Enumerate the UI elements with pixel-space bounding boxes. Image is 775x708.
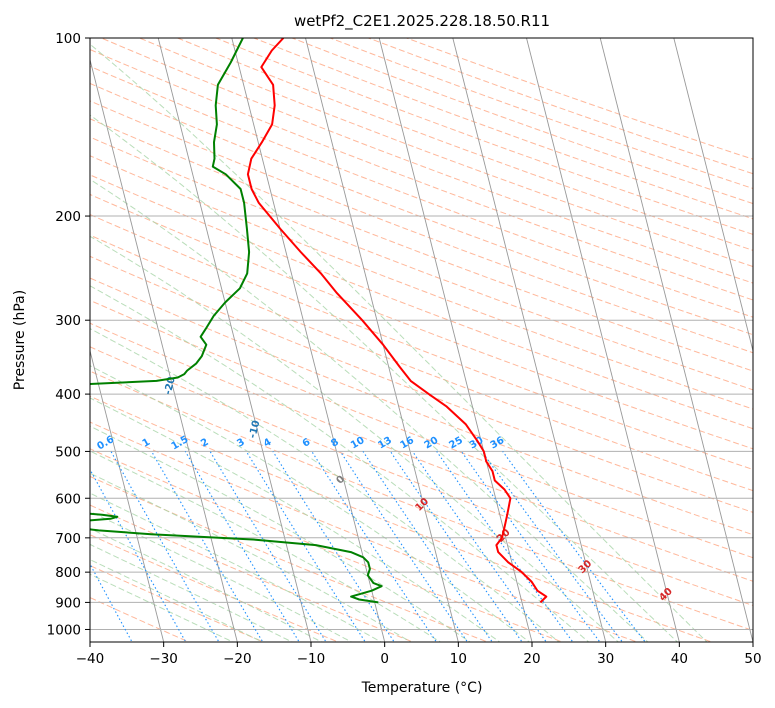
isotherm-line [90,57,238,642]
isotherm-line [90,349,165,642]
x-tick-label: 20 [523,651,540,667]
y-tick-label: 300 [55,313,81,329]
x-tick-label: 40 [671,651,688,667]
dry-adiabat-line [90,475,490,642]
moist-adiabat-line [90,365,531,642]
x-tick-label: 0 [380,651,389,667]
dry-adiabat-line [90,155,753,410]
y-tick-label: 100 [55,31,81,47]
mixing-ratio-label: 8 [329,437,341,450]
mixing-ratio-lines [90,451,646,642]
dry-adiabat-line [90,255,753,513]
isotherm-line [526,38,680,642]
mixing-ratio-line [311,451,438,642]
x-tick-label: −30 [149,651,178,667]
isotherm-label: -20 [163,376,178,396]
plot-frame [89,37,754,643]
dry-adiabat-line [90,65,753,318]
isotherm-line [673,38,753,353]
mixing-ratio-line [184,451,300,642]
moist-adiabat-line [90,114,679,642]
y-tick-label: 200 [55,209,81,225]
x-tick-label: 10 [450,651,467,667]
mixing-ratio-label: 6 [301,437,313,450]
dry-adiabat-line [90,214,753,471]
mixing-ratio-label: 3 [235,437,247,450]
isotherm-line [452,38,607,642]
y-tick-label: 1000 [47,622,81,638]
isotherm-line [231,38,386,642]
moist-adiabat-line [90,450,442,642]
mixing-ratio-line [245,451,366,642]
dry-adiabat-line [90,346,753,607]
chart-title: wetPf2_C2E1.2025.228.18.50.R11 [294,12,550,31]
dewpoint-profile-line [90,38,383,604]
mixing-ratio-label: 4 [262,437,274,450]
y-tick-label: 700 [55,531,81,547]
profile-series [90,38,548,604]
y-tick-label: 900 [55,595,81,611]
moist-adiabat-line [90,178,649,642]
isotherm-line [599,38,753,642]
x-axis-ticks: −40 −30 −20 −10 0 10 20 30 40 50 [76,642,762,667]
dry-adiabat-line [90,234,753,492]
isotherm-label: -10 [247,419,262,439]
mixing-ratio-line [272,451,395,642]
skewed-isotherms [90,38,753,642]
mixing-ratio-line [362,451,493,642]
mixing-ratio-label: 2 [199,437,211,450]
plot-area: -100-90-80-70-60-50-40-30-20-100.10.20.4… [90,38,753,642]
temperature-profile-line [246,38,548,604]
mixing-ratio-line [436,451,574,642]
dry-adiabat-line [90,174,753,430]
isotherm-line [378,38,533,642]
x-tick-label: 50 [744,651,761,667]
y-axis-ticks: 100 200 300 400 500 600 700 800 900 1000 [47,31,90,638]
mixing-ratio-line [389,451,523,642]
x-tick-label: −40 [76,651,105,667]
isotherm-line [157,38,312,642]
mixing-ratio-line [412,451,547,642]
mixing-ratio-line [209,451,327,642]
isotherm-line [305,38,459,642]
y-axis-label: Pressure (hPa) [12,290,28,390]
y-tick-label: 500 [55,444,81,460]
y-tick-label: 400 [55,387,81,403]
mixing-ratio-line [339,451,469,642]
x-tick-label: −10 [297,651,326,667]
dry-adiabat-line [90,277,753,536]
dry-adiabat-line [90,49,753,301]
x-tick-label: −20 [223,651,252,667]
mixing-ratio-line [460,451,601,642]
y-tick-label: 800 [55,565,81,581]
mixing-ratio-line [151,451,264,642]
dry-adiabat-line [90,118,753,372]
dry-adiabat-line [90,299,753,559]
dry-adiabat-line [90,100,753,354]
x-tick-label: 30 [597,651,614,667]
y-tick-label: 600 [55,491,81,507]
dry-adiabat-line [90,395,714,642]
x-axis-label: Temperature (°C) [361,680,483,696]
mixing-ratio-label: 1 [141,437,153,450]
